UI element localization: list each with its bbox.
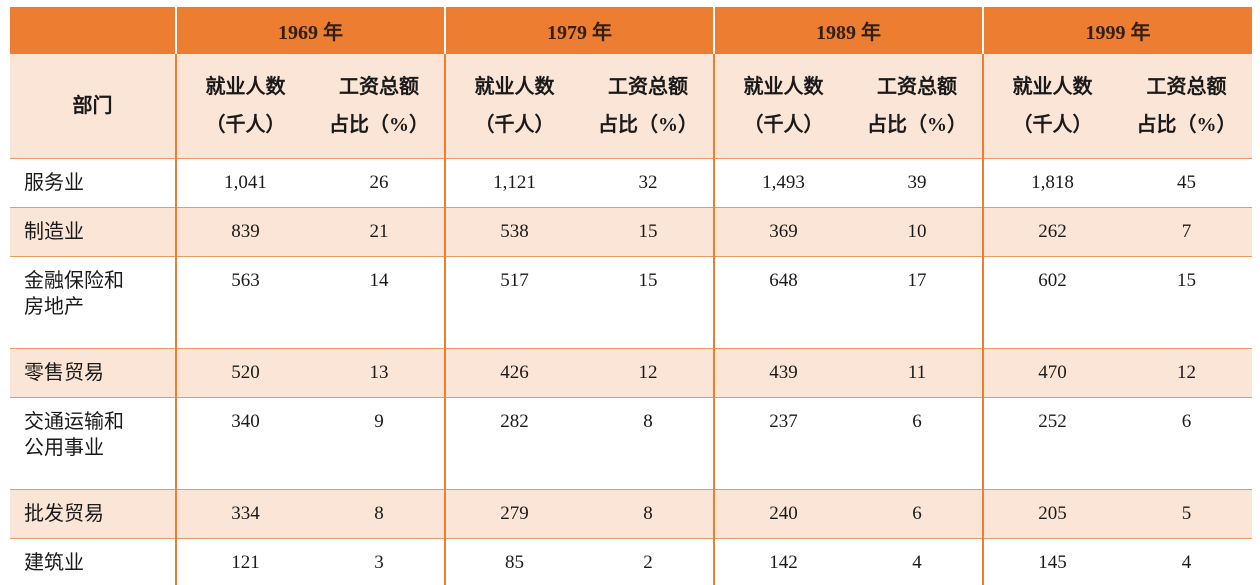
value-cell: 4 — [1121, 538, 1252, 585]
value-cell: 240 — [713, 489, 852, 539]
metric-header-wage: 工资总额 占比（%） — [314, 54, 445, 159]
value-cell: 262 — [982, 207, 1121, 257]
year-header-1989: 1989 年 — [713, 7, 983, 54]
corner-cell — [10, 7, 176, 54]
value-cell: 15 — [583, 207, 714, 257]
metric-header-wage: 工资总额 占比（%） — [1121, 54, 1252, 159]
dept-cell: 建筑业 — [10, 538, 176, 585]
value-cell: 282 — [444, 397, 583, 490]
value-cell: 340 — [175, 397, 314, 490]
value-cell: 648 — [713, 256, 852, 349]
metric-header-employment: 就业人数 （千人） — [175, 54, 314, 159]
value-cell: 32 — [583, 158, 714, 208]
value-cell: 6 — [1121, 397, 1252, 490]
year-header-1999: 1999 年 — [982, 7, 1252, 54]
value-cell: 14 — [314, 256, 445, 349]
table-row-wholesale-trade: 批发贸易 334 8 279 8 240 6 205 5 — [10, 489, 1252, 539]
table-row-finance-insurance-realestate: 金融保险和 房地产 563 14 517 15 648 17 602 15 — [10, 256, 1252, 349]
value-cell: 563 — [175, 256, 314, 349]
value-cell: 5 — [1121, 489, 1252, 539]
value-cell: 7 — [1121, 207, 1252, 257]
value-cell: 39 — [852, 158, 983, 208]
value-cell: 121 — [175, 538, 314, 585]
value-cell: 839 — [175, 207, 314, 257]
dept-cell: 交通运输和 公用事业 — [10, 397, 176, 490]
value-cell: 12 — [583, 348, 714, 398]
value-cell: 142 — [713, 538, 852, 585]
metric-header-wage: 工资总额 占比（%） — [852, 54, 983, 159]
metric-header-employment: 就业人数 （千人） — [982, 54, 1121, 159]
value-cell: 439 — [713, 348, 852, 398]
dept-cell: 服务业 — [10, 158, 176, 208]
value-cell: 1,493 — [713, 158, 852, 208]
year-header-1969: 1969 年 — [175, 7, 445, 54]
value-cell: 520 — [175, 348, 314, 398]
value-cell: 45 — [1121, 158, 1252, 208]
value-cell: 602 — [982, 256, 1121, 349]
value-cell: 145 — [982, 538, 1121, 585]
value-cell: 12 — [1121, 348, 1252, 398]
value-cell: 9 — [314, 397, 445, 490]
value-cell: 3 — [314, 538, 445, 585]
table-row-services: 服务业 1,041 26 1,121 32 1,493 39 1,818 45 — [10, 158, 1252, 208]
table-row-manufacturing: 制造业 839 21 538 15 369 10 262 7 — [10, 207, 1252, 257]
dept-cell: 批发贸易 — [10, 489, 176, 539]
value-cell: 6 — [852, 397, 983, 490]
value-cell: 85 — [444, 538, 583, 585]
value-cell: 6 — [852, 489, 983, 539]
value-cell: 8 — [314, 489, 445, 539]
metric-header-employment: 就业人数 （千人） — [444, 54, 583, 159]
dept-cell: 金融保险和 房地产 — [10, 256, 176, 349]
value-cell: 2 — [583, 538, 714, 585]
value-cell: 4 — [852, 538, 983, 585]
year-header-1979: 1979 年 — [444, 7, 714, 54]
value-cell: 538 — [444, 207, 583, 257]
value-cell: 252 — [982, 397, 1121, 490]
dept-cell: 制造业 — [10, 207, 176, 257]
value-cell: 237 — [713, 397, 852, 490]
value-cell: 470 — [982, 348, 1121, 398]
value-cell: 15 — [583, 256, 714, 349]
dept-header: 部门 — [10, 54, 176, 159]
value-cell: 21 — [314, 207, 445, 257]
value-cell: 426 — [444, 348, 583, 398]
metric-header-wage: 工资总额 占比（%） — [583, 54, 714, 159]
table-row-transport-utilities: 交通运输和 公用事业 340 9 282 8 237 6 252 6 — [10, 397, 1252, 490]
table-row-retail-trade: 零售贸易 520 13 426 12 439 11 470 12 — [10, 348, 1252, 398]
value-cell: 205 — [982, 489, 1121, 539]
value-cell: 13 — [314, 348, 445, 398]
metric-header-employment: 就业人数 （千人） — [713, 54, 852, 159]
year-header-row: 1969 年 1979 年 1989 年 1999 年 — [10, 7, 1252, 54]
metric-header-row: 部门 就业人数 （千人） 工资总额 占比（%） 就业人数 （千人） 工资总额 占… — [10, 54, 1252, 159]
employment-wage-table: 1969 年 1979 年 1989 年 1999 年 部门 就业人数 （千人）… — [10, 7, 1252, 585]
value-cell: 17 — [852, 256, 983, 349]
value-cell: 8 — [583, 397, 714, 490]
value-cell: 11 — [852, 348, 983, 398]
value-cell: 369 — [713, 207, 852, 257]
value-cell: 1,818 — [982, 158, 1121, 208]
value-cell: 10 — [852, 207, 983, 257]
value-cell: 517 — [444, 256, 583, 349]
dept-cell: 零售贸易 — [10, 348, 176, 398]
value-cell: 1,041 — [175, 158, 314, 208]
value-cell: 15 — [1121, 256, 1252, 349]
value-cell: 8 — [583, 489, 714, 539]
value-cell: 26 — [314, 158, 445, 208]
value-cell: 1,121 — [444, 158, 583, 208]
value-cell: 279 — [444, 489, 583, 539]
table-row-construction: 建筑业 121 3 85 2 142 4 145 4 — [10, 538, 1252, 585]
value-cell: 334 — [175, 489, 314, 539]
